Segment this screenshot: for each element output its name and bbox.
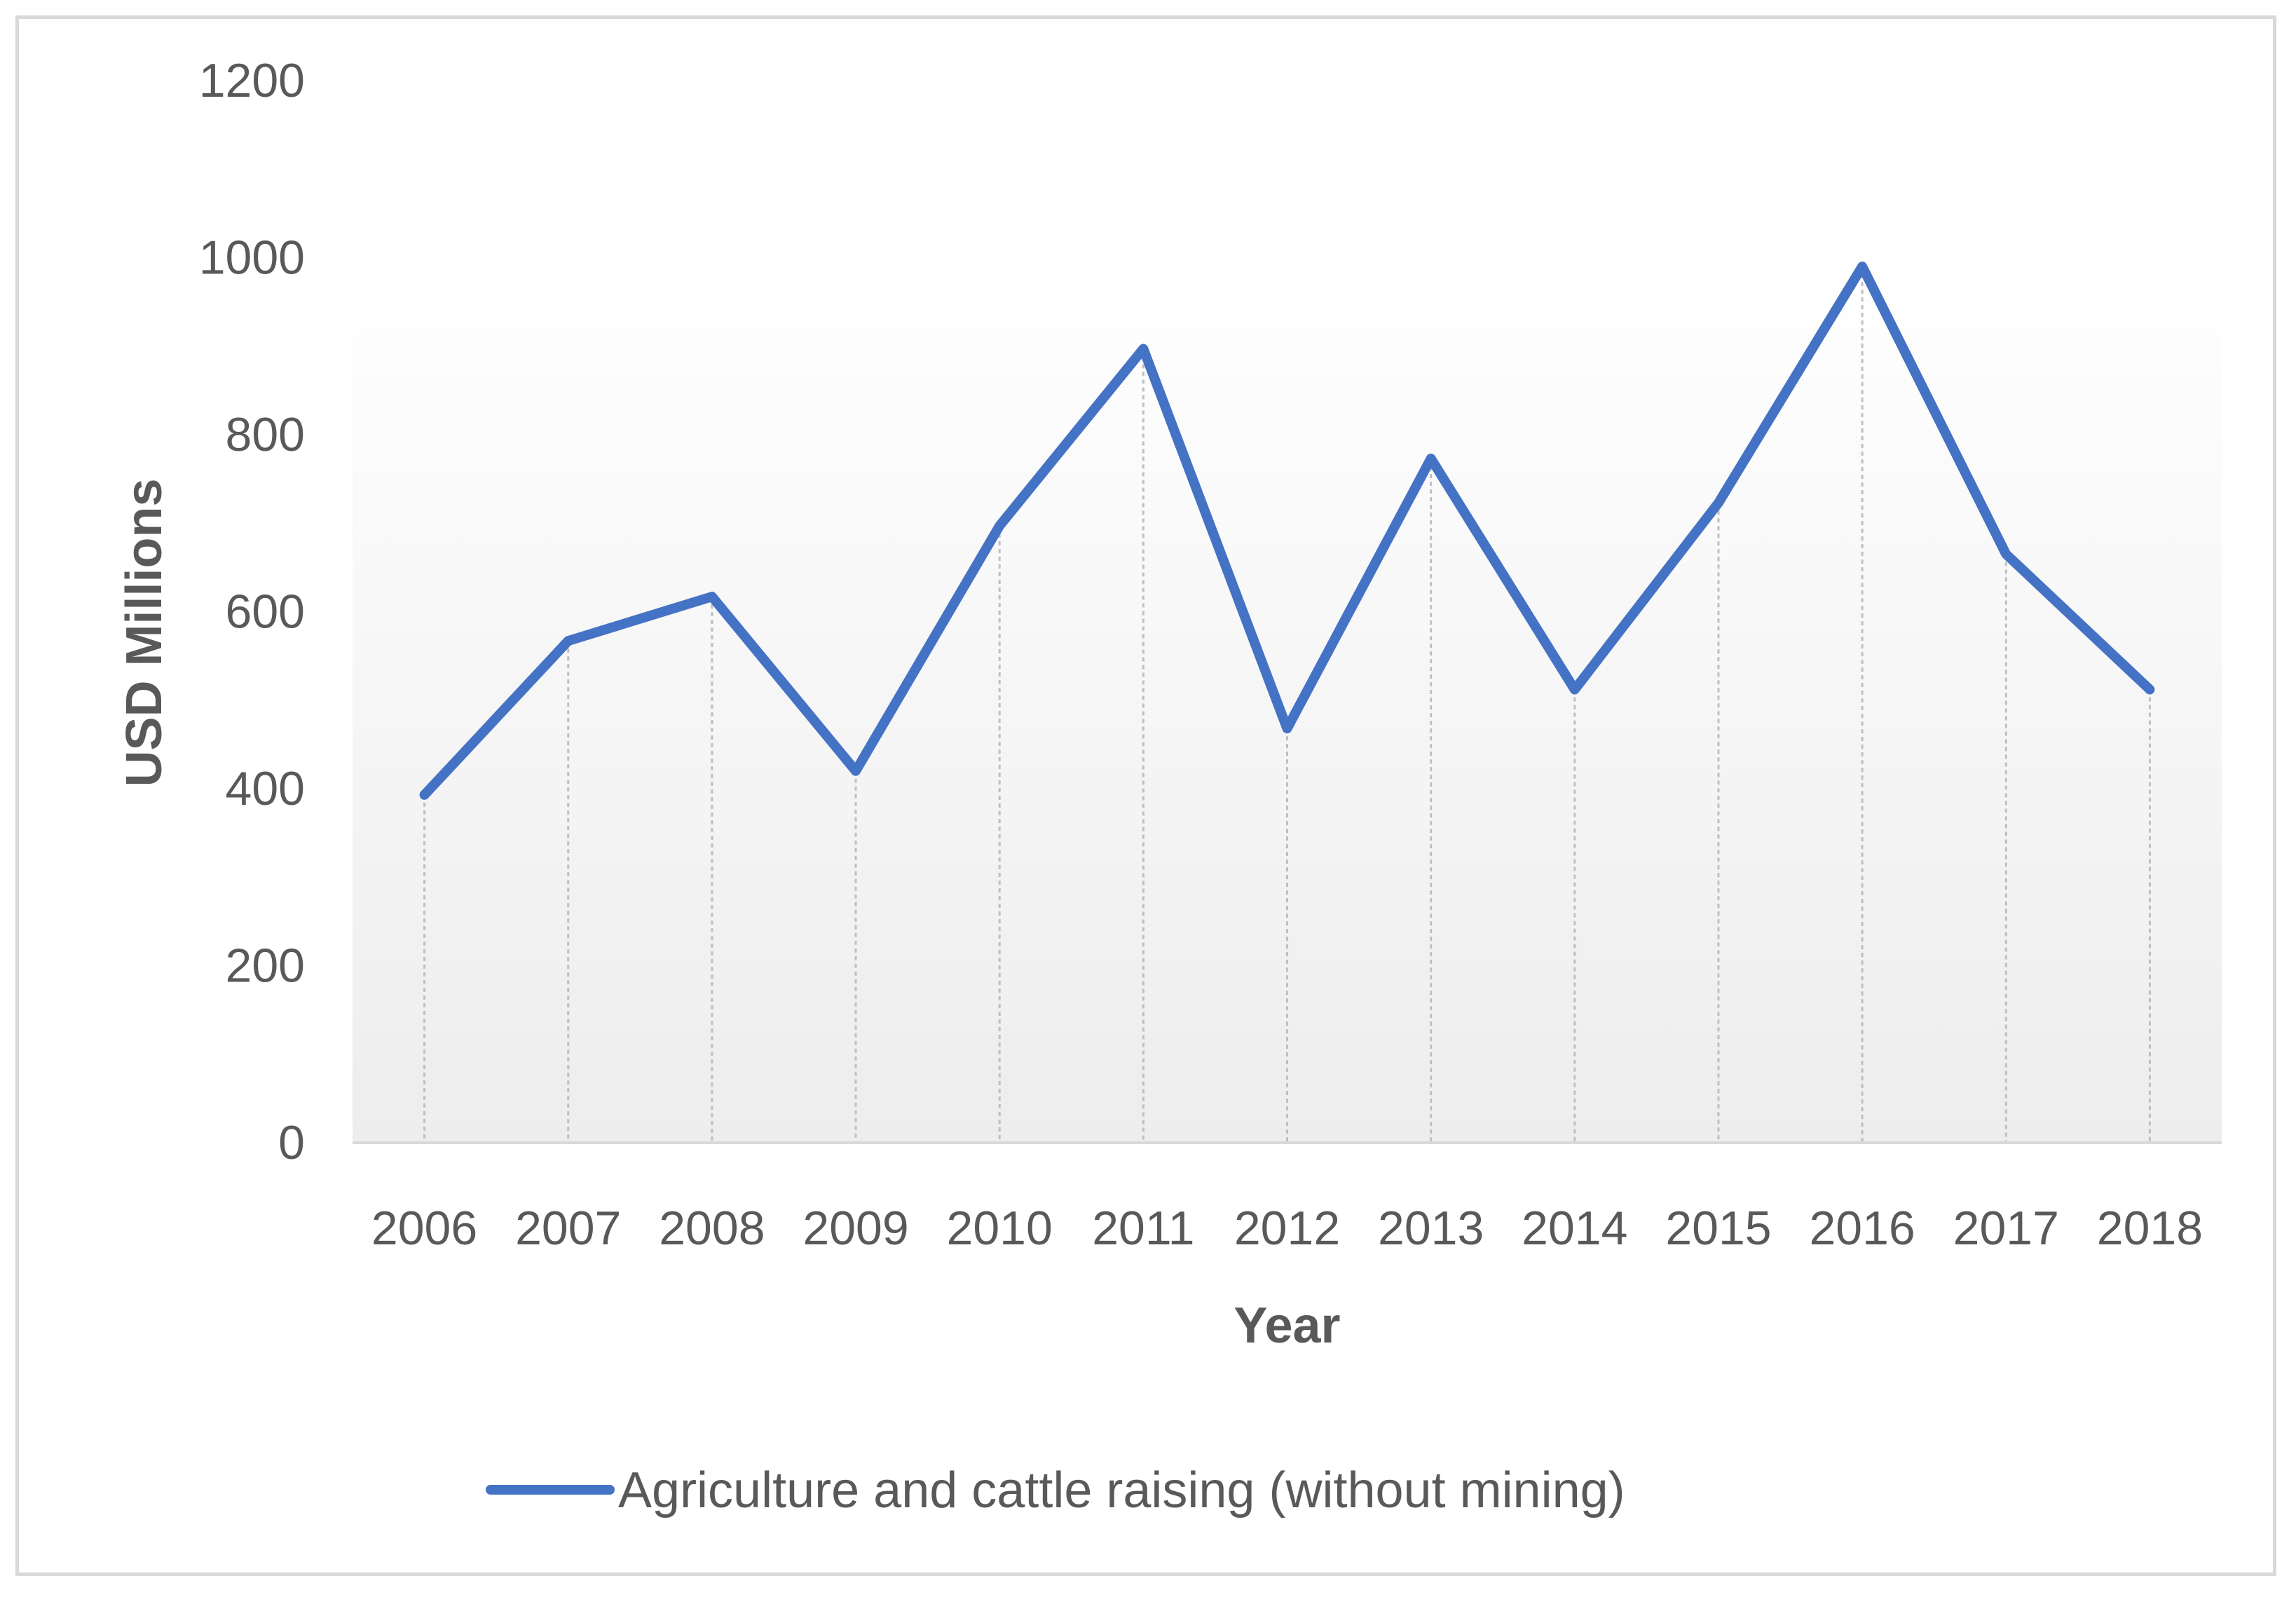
x-tick-label: 2016 [1809,1202,1915,1255]
y-tick-label: 1000 [199,231,305,285]
x-tick-label: 2009 [802,1202,908,1255]
y-tick-label: 800 [226,408,305,461]
series-lines [419,261,2155,800]
x-tick-label: 2013 [1378,1202,1484,1255]
y-axis-title: USD Millions [116,478,172,787]
series-line [419,261,2155,800]
x-tick-label: 2018 [2097,1202,2203,1255]
legend-label: Agriculture and cattle raising (without … [618,1462,1625,1518]
x-tick-label: 2007 [515,1202,621,1255]
drop-lines [423,266,2151,1143]
x-tick-label: 2012 [1234,1202,1340,1255]
y-tick-label: 1200 [199,54,305,107]
legend: Agriculture and cattle raising (without … [486,1462,1625,1518]
x-tick-label: 2008 [659,1202,765,1255]
y-tick-label: 0 [278,1116,305,1169]
x-tick-label: 2015 [1665,1202,1771,1255]
x-tick-label: 2017 [1953,1202,2059,1255]
x-tick-label: 2014 [1522,1202,1627,1255]
plot-area [353,257,2222,1143]
y-tick-label: 600 [226,585,305,639]
x-tick-label: 2011 [1092,1202,1194,1255]
x-axis-ticks: 2006 2007 2008 2009 2010 2011 2012 2013 2014 2015… [371,1202,2203,1255]
x-axis-title: Year [1234,1298,1340,1354]
y-axis-ticks: 0 200 400 600 800 1000 1200 [199,54,305,1169]
x-tick-label: 2006 [371,1202,477,1255]
y-tick-label: 200 [226,939,305,993]
y-tick-label: 400 [226,762,305,815]
x-tick-label: 2010 [947,1202,1053,1255]
